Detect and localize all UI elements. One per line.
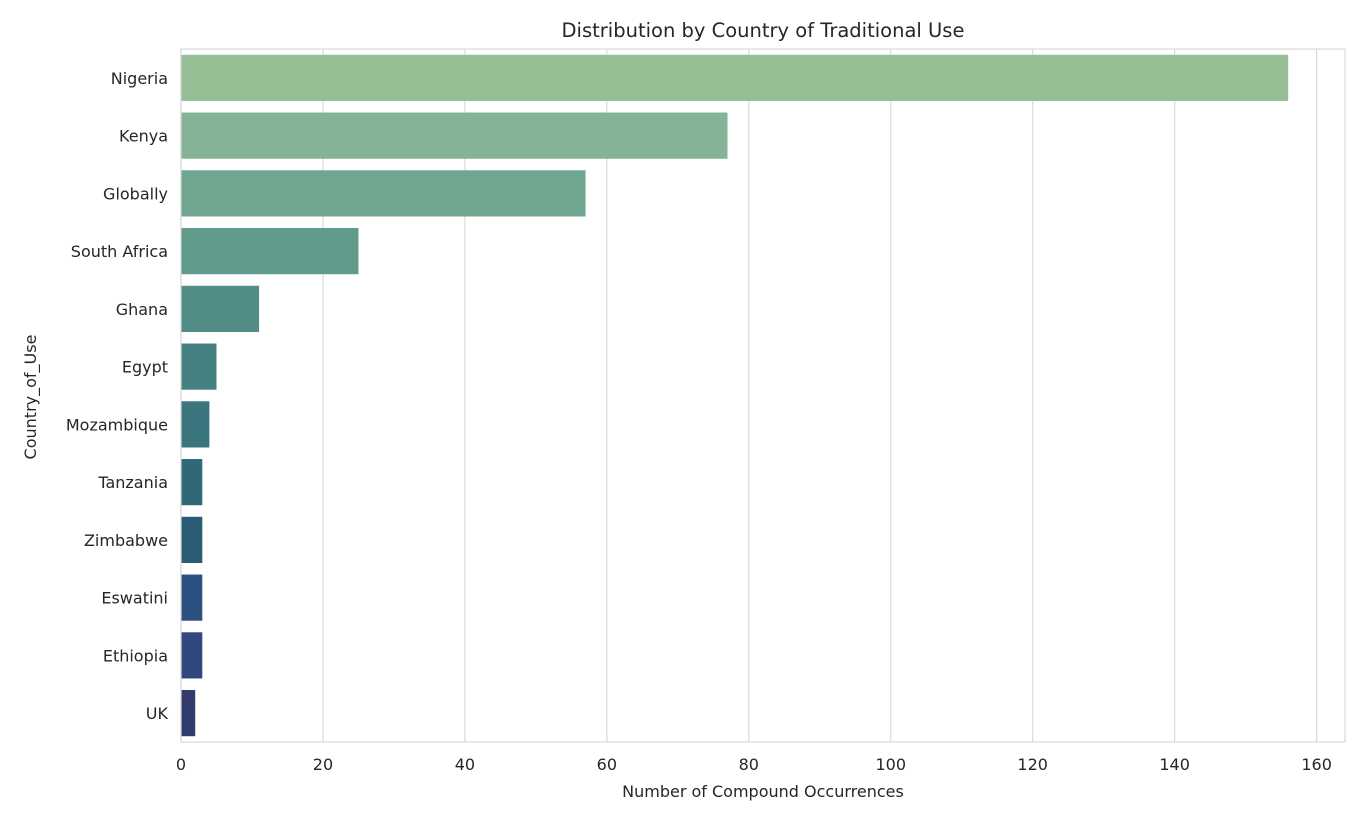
y-tick-label: Egypt [122, 358, 168, 377]
bar-tanzania [181, 459, 203, 506]
bar-zimbabwe [181, 516, 203, 563]
x-tick-label: 140 [1159, 755, 1190, 774]
y-tick-label: Nigeria [111, 69, 168, 88]
bar-kenya [181, 112, 728, 159]
chart-title: Distribution by Country of Traditional U… [562, 19, 965, 42]
bar-south-africa [181, 228, 359, 275]
y-tick-label: Ghana [116, 300, 168, 319]
bar-egypt [181, 343, 217, 390]
x-tick-labels: 0 20 40 60 80 100 120 140 160 [176, 755, 1332, 774]
bars [181, 54, 1289, 737]
y-tick-label: Kenya [119, 127, 168, 146]
y-tick-label: Tanzania [97, 473, 168, 492]
y-axis-title: Country_of_Use [21, 335, 41, 460]
y-tick-label: Zimbabwe [84, 531, 168, 550]
y-tick-label: South Africa [71, 242, 168, 261]
y-tick-labels: Nigeria Kenya Globally South Africa Ghana Egy… [66, 69, 169, 723]
y-tick-label: UK [146, 704, 169, 723]
bar-nigeria [181, 54, 1289, 101]
y-tick-label: Mozambique [66, 415, 168, 434]
bar-eswatini [181, 574, 203, 621]
gridlines [180, 49, 1318, 742]
x-tick-label: 100 [875, 755, 906, 774]
y-tick-label: Globally [103, 184, 168, 203]
y-tick-label: Eswatini [101, 589, 168, 608]
bar-mozambique [181, 401, 210, 448]
x-tick-label: 40 [455, 755, 475, 774]
plot-frame [180, 48, 1346, 743]
x-tick-label: 80 [739, 755, 759, 774]
bar-ethiopia [181, 632, 203, 679]
x-tick-label: 120 [1017, 755, 1048, 774]
x-tick-label: 160 [1301, 755, 1332, 774]
bar-globally [181, 170, 586, 217]
x-tick-label: 60 [597, 755, 617, 774]
bar-uk [181, 690, 196, 737]
y-tick-label: Ethiopia [103, 646, 168, 665]
x-tick-label: 20 [313, 755, 333, 774]
bar-ghana [181, 285, 260, 332]
x-axis-title: Number of Compound Occurrences [622, 782, 904, 801]
x-tick-label: 0 [176, 755, 186, 774]
